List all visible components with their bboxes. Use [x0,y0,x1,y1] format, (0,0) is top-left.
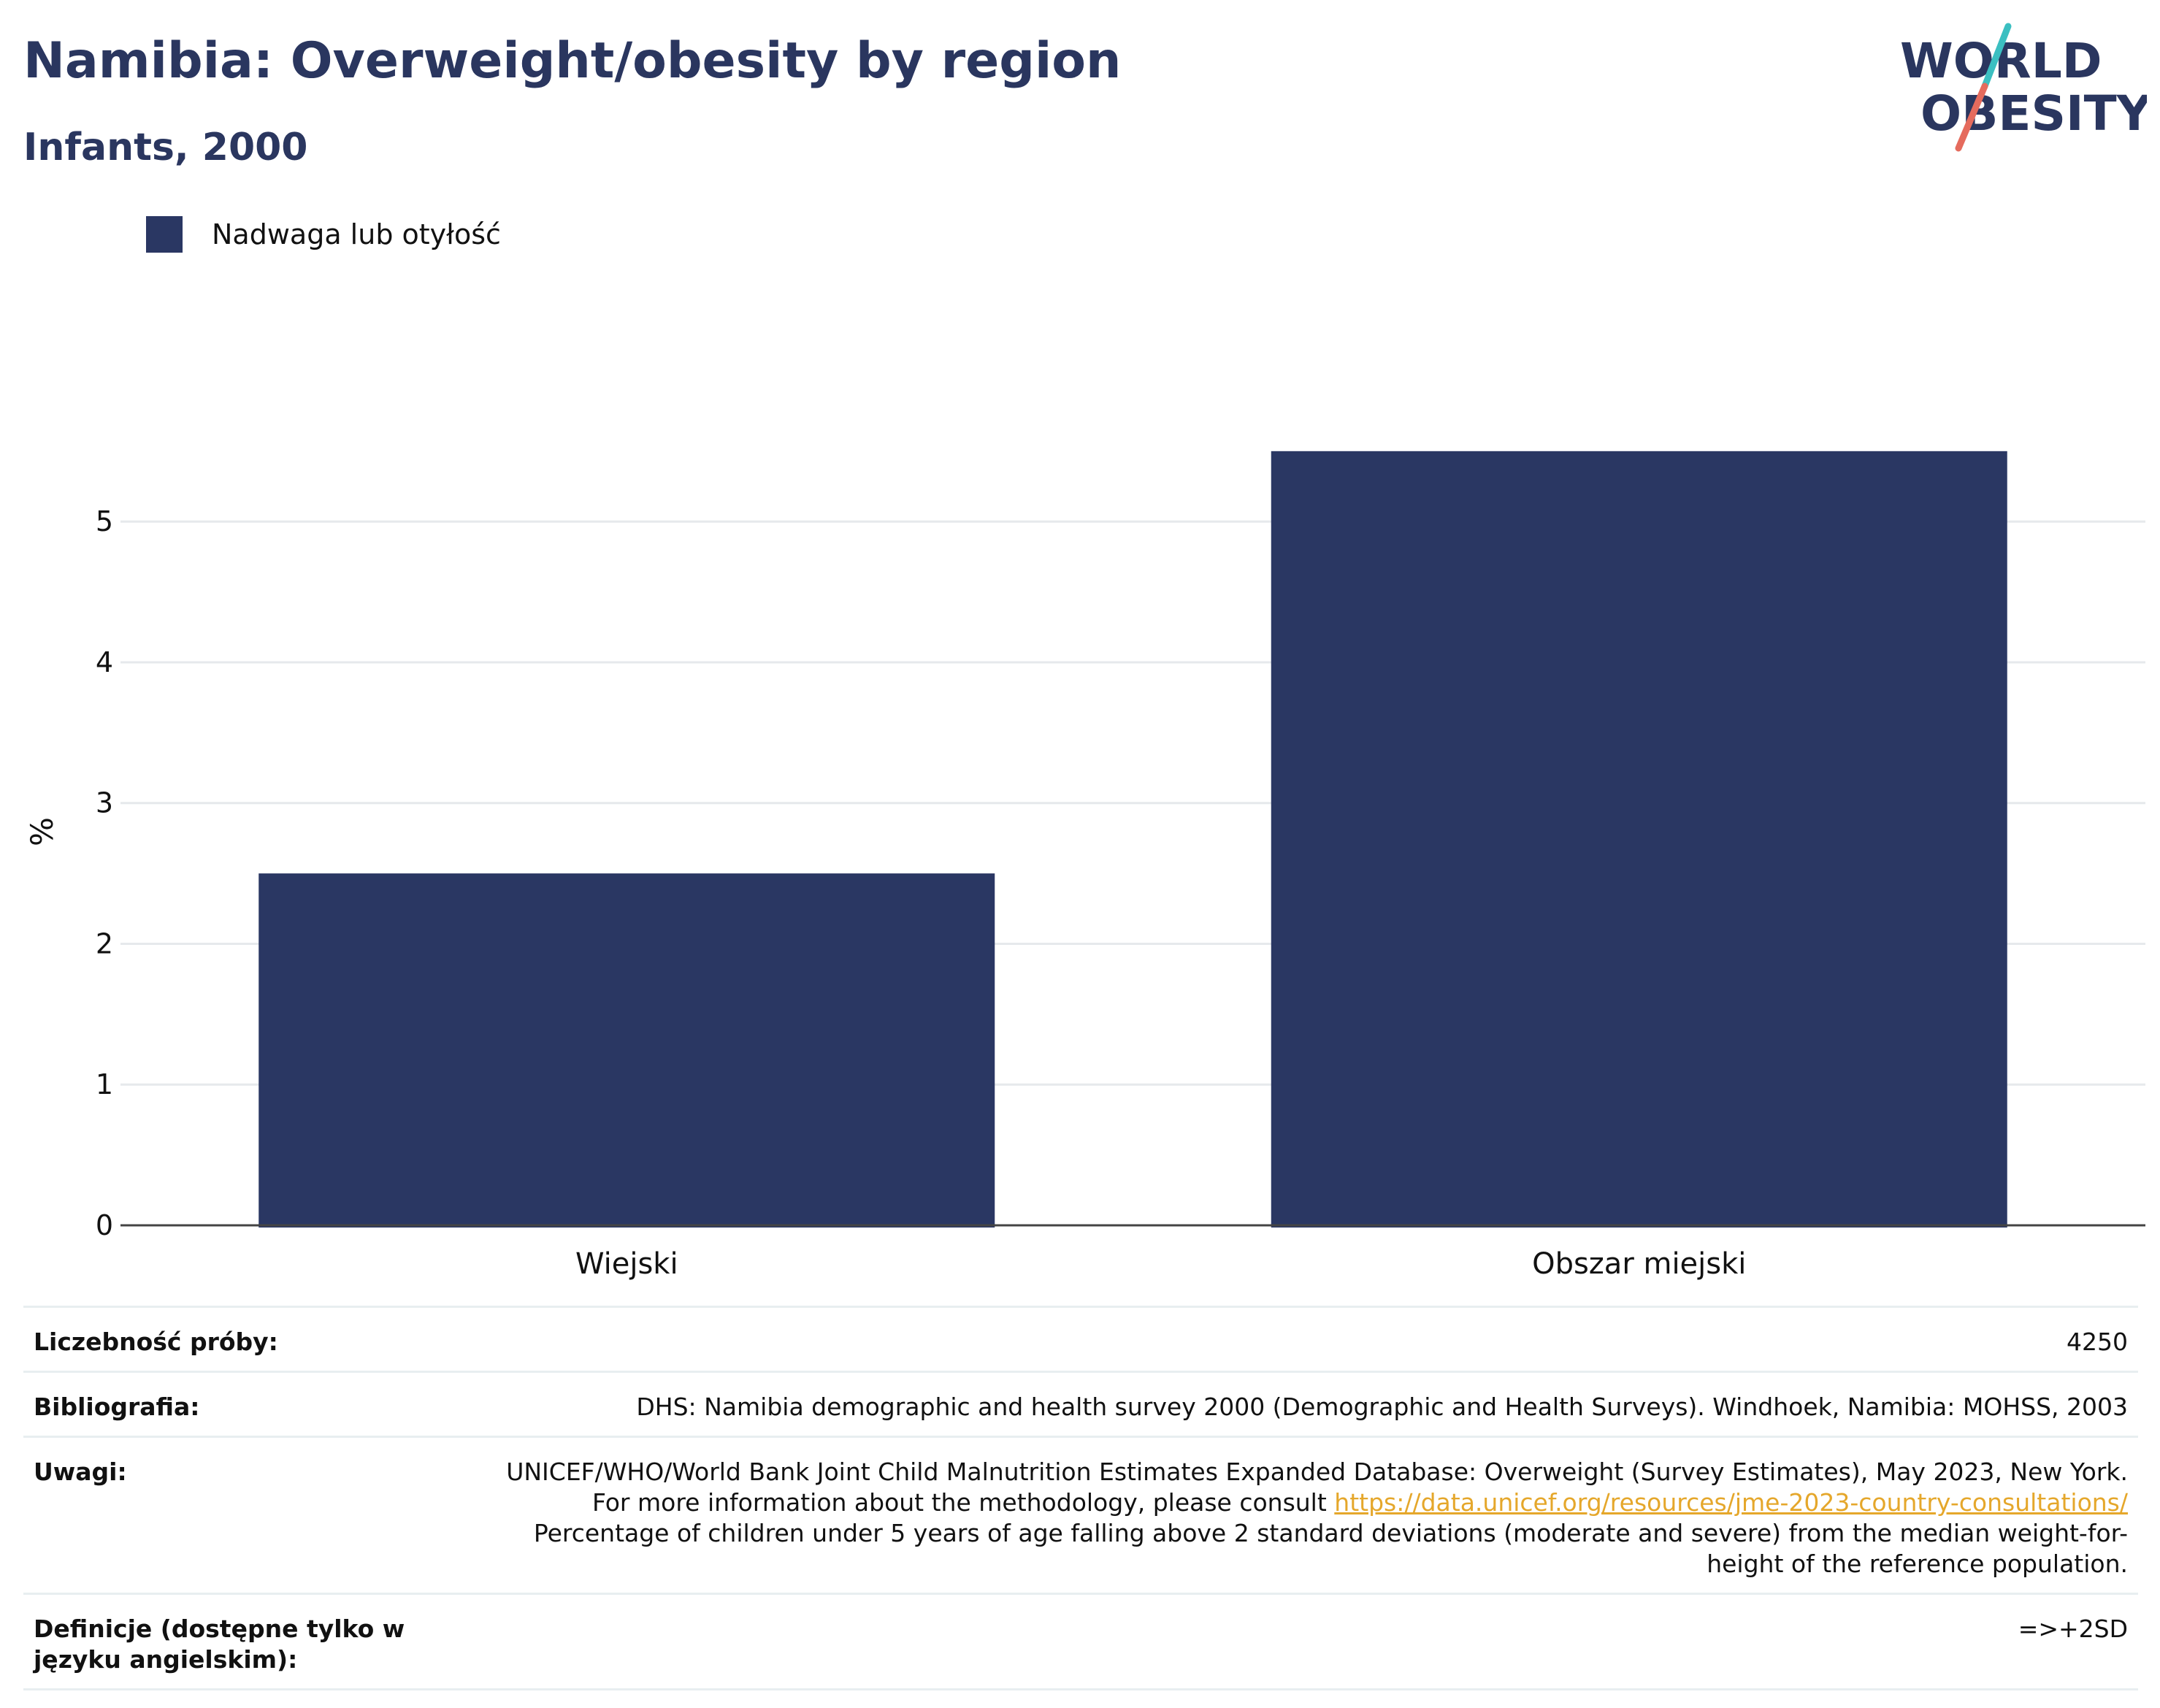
x-tick-label: Wiejski [575,1247,678,1281]
notes-row: Uwagi: UNICEF/WHO/World Bank Joint Child… [23,1436,2138,1594]
legend-label: Nadwaga lub otyłość [212,218,501,250]
y-tick-label: 1 [96,1068,113,1100]
chart-subtitle: Infants, 2000 [23,126,308,169]
y-tick-label: 3 [96,787,113,819]
svg-text:OBESITY: OBESITY [1920,85,2147,142]
sample-size-value: 4250 [482,1306,2138,1372]
notes-text-1: UNICEF/WHO/World Bank Joint Child Malnut… [506,1458,2128,1517]
definitions-label: Definicje (dostępne tylko w języku angie… [23,1593,482,1690]
methodology-link[interactable]: https://data.unicef.org/resources/jme-20… [1334,1488,2128,1517]
x-tick-label: Obszar miejski [1532,1247,1746,1281]
bibliography-row: Bibliografia: DHS: Namibia demographic a… [23,1371,2138,1437]
y-tick-label: 4 [96,646,113,678]
sample-size-row: Liczebność próby: 4250 [23,1306,2138,1372]
definitions-row: Definicje (dostępne tylko w języku angie… [23,1593,2138,1690]
notes-label: Uwagi: [23,1436,482,1594]
chart-title: Namibia: Overweight/obesity by region [23,32,1122,90]
y-tick-label: 5 [96,505,113,537]
sample-size-label: Liczebność próby: [23,1306,482,1372]
definitions-value: =>+2SD [482,1593,2138,1690]
legend-swatch [146,216,183,253]
metadata-table: Liczebność próby: 4250 Bibliografia: DHS… [23,1306,2138,1690]
y-tick-label: 0 [96,1209,113,1241]
y-axis-label: % [24,817,60,846]
chart-legend: Nadwaga lub otyłość [146,216,501,253]
notes-value: UNICEF/WHO/World Bank Joint Child Malnut… [482,1436,2138,1594]
bibliography-label: Bibliografia: [23,1371,482,1437]
notes-text-2: Percentage of children under 5 years of … [533,1519,2128,1578]
bar-chart: 0 1 2 3 4 5 Wiejski Obszar miejski% [24,451,2145,1281]
bibliography-value: DHS: Namibia demographic and health surv… [482,1371,2138,1437]
world-obesity-logo: WORLD OBESITY [1900,23,2147,152]
bar [1271,451,2007,1228]
bar [258,873,995,1228]
y-tick-label: 2 [96,927,113,960]
